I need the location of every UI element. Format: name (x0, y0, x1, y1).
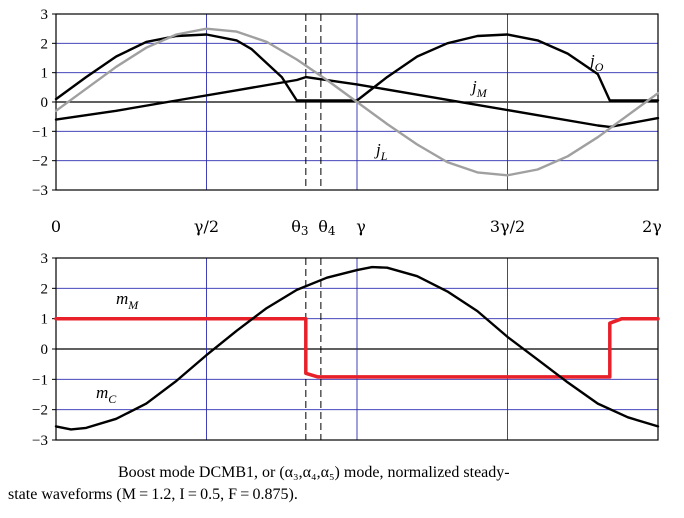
caption-line1-tail: mode, normalized steady- (339, 464, 510, 481)
bottom-series-m-c (54, 265, 660, 431)
x-tick-label: 3γ/2 (490, 217, 525, 236)
bottom-ytick-label: 1 (41, 312, 49, 328)
x-tick-label: γ (356, 217, 366, 236)
top-ytick-label: −3 (32, 183, 48, 199)
top-series-label-j-l: jL (374, 140, 388, 163)
top-ytick-label: 1 (41, 66, 49, 82)
caption-line-2: state waveforms (M = 1.2, I = 0.5, F = 0… (8, 484, 676, 506)
x-tick-label: 2γ (642, 217, 662, 236)
caption-line-1: Boost mode DCMB1, or (α₃,α₄,α₅) mode, no… (8, 462, 676, 484)
caption-line2-tail: . (293, 486, 298, 503)
top-series-label-j-o: jO (588, 51, 604, 74)
shared-x-axis-labels: 0 γ/2 γ 3γ/2 2γ θ3 θ4 (51, 217, 662, 238)
top-ytick-label: −1 (32, 124, 48, 140)
x-tick-label: γ/2 (194, 217, 219, 236)
caption-line2-text: state waveforms (8, 486, 117, 503)
top-chart-panel: 3 2 1 0 −1 −2 −3 jO jM jL (32, 7, 660, 199)
bottom-ytick-label: 0 (41, 342, 49, 358)
bottom-ytick-label: −2 (32, 403, 48, 419)
top-series-j-l (54, 27, 660, 177)
bottom-ytick-label: 3 (41, 251, 49, 267)
bottom-ytick-label: 2 (41, 281, 49, 297)
caption-line1-text: Boost mode DCMB1, or (118, 464, 280, 481)
x-tick-label: 0 (51, 217, 61, 236)
top-ytick-label: 2 (41, 36, 49, 52)
caption-line2-formula: (M = 1.2, I = 0.5, F = 0.875) (116, 486, 294, 503)
figure-caption: Boost mode DCMB1, or (α₃,α₄,α₅) mode, no… (8, 462, 676, 506)
top-ytick-label: 0 (41, 95, 49, 111)
caption-line1-formula: (α₃,α₄,α₅) (279, 464, 340, 481)
bottom-series-label-m-c: mC (96, 383, 117, 406)
theta-marker-label: θ3 (291, 217, 308, 238)
theta-marker-label: θ4 (318, 217, 336, 238)
top-ytick-label: −2 (32, 154, 48, 170)
bottom-series-m-m (54, 316, 660, 379)
bottom-ytick-label: −3 (32, 433, 48, 449)
top-ytick-label: 3 (41, 7, 49, 23)
figure: 3 2 1 0 −1 −2 −3 jO jM jL 0 γ/2 γ 3γ/2 2γ θ3 θ4 3 2 1 0 −1 −… (32, 7, 662, 449)
top-series-j-o (54, 33, 660, 102)
bottom-series-label-m-m: mM (116, 289, 139, 312)
top-series-j-m (54, 75, 660, 129)
top-series-label-j-m: jM (470, 77, 488, 100)
bottom-ytick-label: −1 (32, 372, 48, 388)
bottom-chart-panel: 3 2 1 0 −1 −2 −3 mM mC (32, 251, 660, 449)
